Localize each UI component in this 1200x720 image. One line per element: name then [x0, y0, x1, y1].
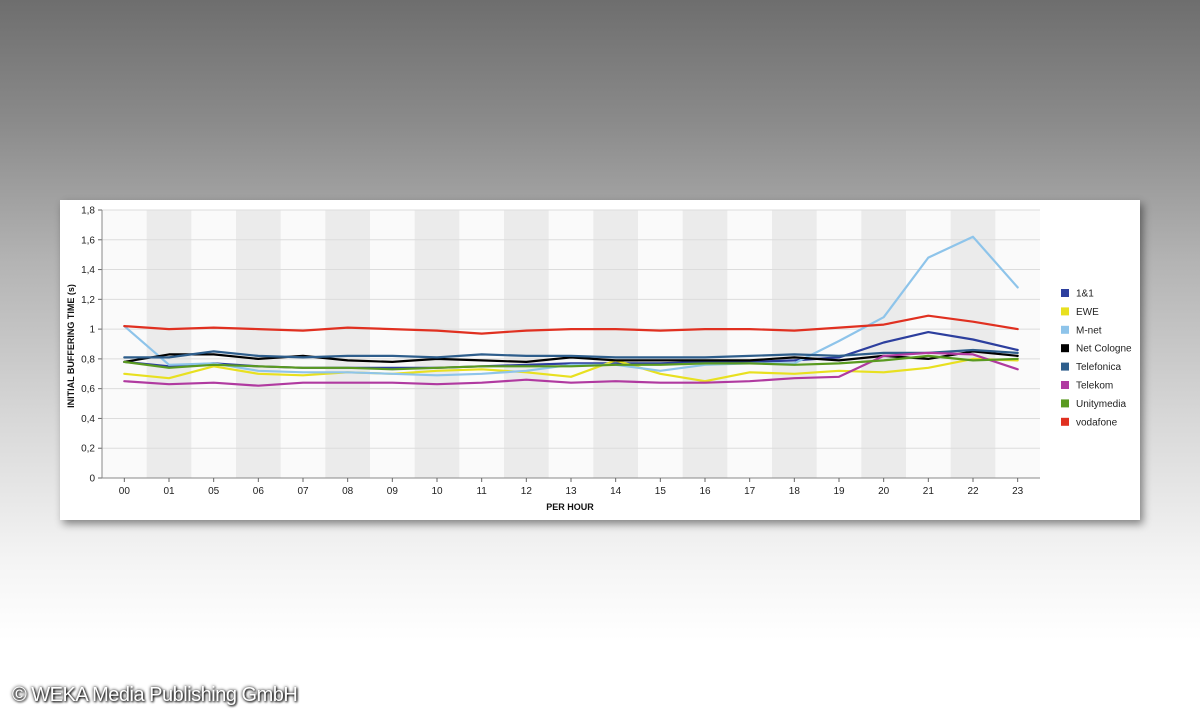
x-tick-label: 23: [1012, 486, 1024, 497]
x-tick-label: 00: [119, 486, 131, 497]
legend: 1&1 EWE M-net Net Cologne Telefonica Telekom U…: [1061, 289, 1132, 428]
x-tick-label: 07: [297, 486, 309, 497]
series-line-vodafone: [123, 314, 1019, 335]
x-tick-label: 09: [387, 486, 399, 497]
legend-swatch-m-net: [1061, 325, 1069, 334]
band-12: [504, 210, 549, 478]
x-tick-label: 12: [521, 486, 533, 497]
band-14: [593, 210, 638, 478]
legend-label-1-1: 1&1: [1076, 289, 1094, 300]
x-tick-label: 18: [789, 486, 801, 497]
alternating-bands: [102, 210, 1040, 478]
y-tick-label: 1,8: [81, 206, 95, 217]
series-line-unitymedia: [123, 354, 1019, 371]
chart-panel: 0 0,2 0,4 0,6 0,8 1 1,2 1,4 1,6 1,8 00 01 05 06 07 08 0…: [60, 200, 1140, 520]
series-line-telekom: [123, 351, 1019, 387]
line-chart: 00,20,40,60,811,21,41,61,8 00 01 05 06 07 08 0…: [66, 206, 1132, 513]
legend-swatch-net-cologne: [1061, 344, 1069, 353]
legend-label-unitymedia: Unitymedia: [1076, 399, 1126, 410]
y-tick-label: 0,6: [81, 384, 95, 395]
legend-label-ewe: EWE: [1076, 307, 1099, 318]
x-tick-label: 15: [655, 486, 667, 497]
series-line-net-cologne: [123, 350, 1019, 363]
x-tick-label: 13: [565, 486, 577, 497]
y-tick-label: 1,4: [81, 265, 95, 276]
legend-label-telekom: Telekom: [1076, 381, 1113, 392]
legend-swatch-1-1: [1061, 289, 1069, 297]
y-tick-label: 0,2: [81, 444, 95, 455]
x-axis-title: PER HOUR: [546, 502, 594, 512]
band-16: [682, 210, 728, 478]
x-tick-label: 11: [476, 486, 487, 497]
copyright-notice: © WEKA Media Publishing GmbH: [12, 684, 298, 706]
x-tick-label: 14: [610, 486, 622, 497]
y-tick-label: 0,8: [81, 354, 95, 365]
legend-swatch-ewe: [1061, 307, 1069, 316]
legend-label-vodafone: vodafone: [1076, 417, 1118, 428]
x-tick-labels: 00 01 05 06 07 08 09 10 11 12 13 14 15 16 17 18 19 20 21 22…: [119, 478, 1024, 497]
y-tick-label: 0,4: [81, 414, 95, 425]
y-axis-title: INITIAL BUFFERING TIME (s): [66, 284, 76, 408]
legend-label-net-cologne: Net Cologne: [1076, 344, 1132, 355]
series-line-telefonica: [123, 348, 1019, 359]
x-tick-label: 22: [967, 486, 979, 497]
x-tick-label: 10: [431, 486, 443, 497]
x-tick-label: 19: [833, 486, 845, 497]
band-06: [236, 210, 281, 478]
series-lines: [123, 235, 1019, 387]
x-tick-label: 05: [208, 486, 220, 497]
legend-label-telefonica: Telefonica: [1076, 362, 1121, 373]
band-01: [146, 210, 192, 478]
y-tick-label: 1: [89, 325, 95, 336]
x-tick-label: 08: [342, 486, 354, 497]
x-tick-label: 20: [878, 486, 890, 497]
band-10: [414, 210, 460, 478]
x-tick-label: 17: [744, 486, 756, 497]
legend-swatch-telefonica: [1061, 362, 1069, 371]
legend-label-m-net: M-net: [1076, 325, 1102, 336]
x-tick-label: 21: [923, 486, 935, 497]
y-tick-label: 1,2: [81, 295, 95, 306]
legend-swatch-vodafone: [1061, 417, 1069, 426]
legend-swatch-telekom: [1061, 381, 1069, 389]
y-tick-label: 1,6: [81, 235, 95, 246]
y-tick-labels: 0 0,2 0,4 0,6 0,8 1 1,2 1,4 1,6 1,8: [81, 206, 95, 485]
band-18: [772, 210, 817, 478]
x-tick-label: 01: [163, 486, 175, 497]
y-tick-label: 0: [89, 474, 95, 485]
x-tick-label: 06: [253, 486, 265, 497]
x-tick-label: 16: [699, 486, 711, 497]
band-08: [325, 210, 370, 478]
series-line-ewe: [123, 357, 1019, 383]
band-20: [861, 210, 906, 478]
legend-swatch-unitymedia: [1061, 399, 1069, 408]
